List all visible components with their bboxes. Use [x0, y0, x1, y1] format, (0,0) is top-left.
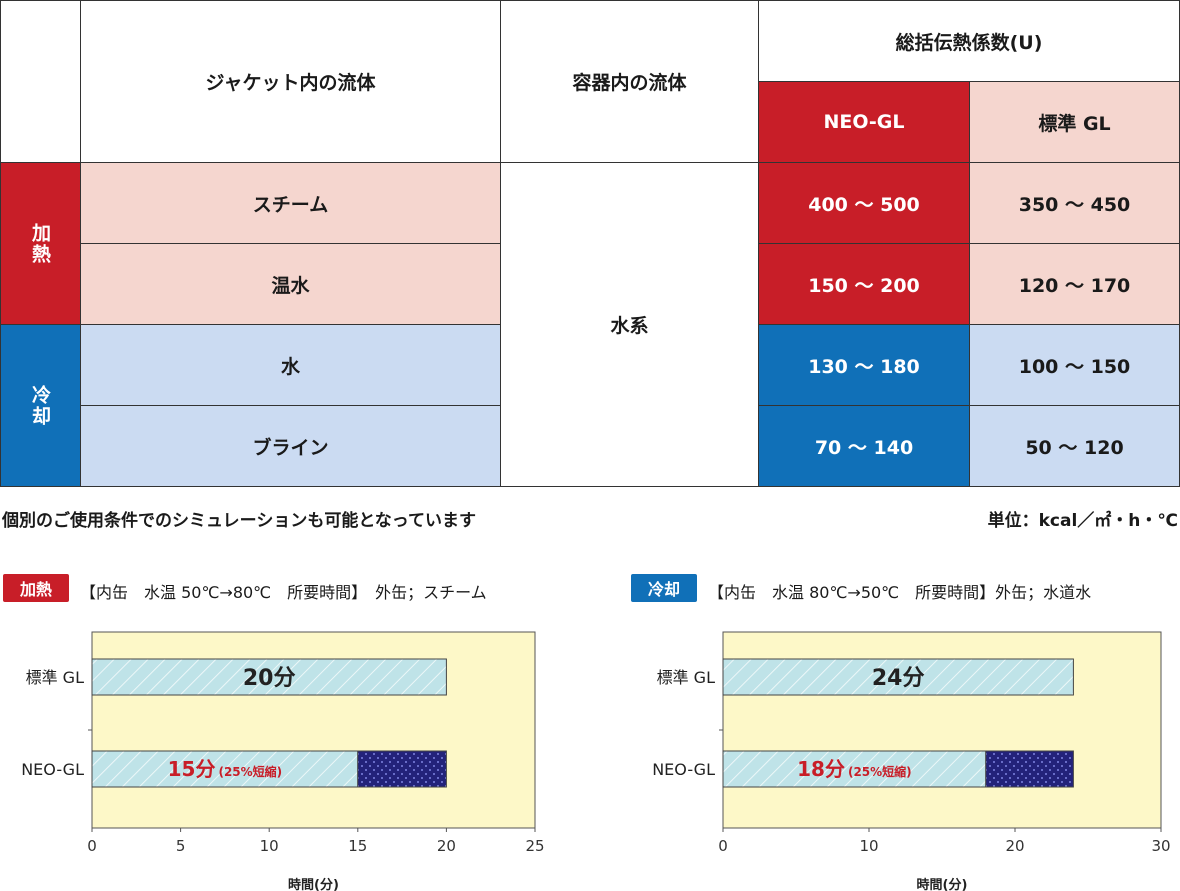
- x-tick-label: 10: [859, 837, 878, 855]
- row-neo-brine: 70 ～ 140: [758, 405, 970, 487]
- bar: [91, 658, 447, 696]
- category-label: 標準 GL: [26, 668, 84, 687]
- header-vessel-fluid: 容器内の流体: [500, 0, 759, 163]
- reduction-bar: [357, 750, 447, 788]
- corner-cell: [0, 0, 81, 163]
- category-label: NEO-GL: [21, 760, 84, 779]
- x-tick-label: 20: [1005, 837, 1024, 855]
- row-neo-steam: 400 ～ 500: [758, 162, 970, 244]
- category-label: 標準 GL: [657, 668, 715, 687]
- bar: [722, 658, 1074, 696]
- group-cooling-label: 冷却: [29, 384, 51, 427]
- data-label: 20分: [243, 666, 296, 691]
- heating-caption: 【内缶 水温 50℃→80℃ 所要時間】 外缶；スチーム: [80, 583, 487, 602]
- row-fluid-water: 水: [80, 324, 501, 406]
- x-axis-label: 時間(分): [288, 877, 339, 891]
- x-tick-label: 10: [260, 837, 279, 855]
- row-neo-water: 130 ～ 180: [758, 324, 970, 406]
- header-jacket-fluid: ジャケット内の流体: [80, 0, 501, 163]
- row-std-water: 100 ～ 150: [969, 324, 1180, 406]
- data-label: 18分 (25%短縮): [797, 757, 912, 781]
- group-heating-label: 加熱: [29, 222, 51, 265]
- heating-badge: 加熱: [3, 574, 69, 602]
- cooling-caption: 【内缶 水温 80℃→50℃ 所要時間】外缶；水道水: [708, 583, 1092, 602]
- header-overall-coefficient: 総括伝熱係数(U): [758, 0, 1180, 82]
- data-label: 15分 (25%短縮): [168, 757, 283, 781]
- data-label: 24分: [872, 666, 925, 691]
- vessel-fluid-value: 水系: [500, 162, 759, 487]
- x-tick-label: 5: [176, 837, 186, 855]
- row-std-steam: 350 ～ 450: [969, 162, 1180, 244]
- row-neo-hot-water: 150 ～ 200: [758, 243, 970, 325]
- x-tick-label: 0: [87, 837, 97, 855]
- x-tick-label: 0: [718, 837, 728, 855]
- row-fluid-brine: ブライン: [80, 405, 501, 487]
- bar: [91, 750, 359, 788]
- group-cooling: 冷却: [0, 324, 81, 487]
- simulation-note: 個別のご使用条件でのシミュレーションも可能となっています: [2, 511, 476, 531]
- x-tick-label: 20: [437, 837, 456, 855]
- row-std-hot-water: 120 ～ 170: [969, 243, 1180, 325]
- unit-note: 単位：kcal／㎡・h・℃: [987, 511, 1178, 531]
- header-std-gl: 標準 GL: [969, 81, 1180, 163]
- reduction-bar: [985, 750, 1074, 788]
- row-std-brine: 50 ～ 120: [969, 405, 1180, 487]
- heating-chart: 標準 GL 20分 NEO-GL 15分 (25%短縮) 0 5 10 15 20 25 時間(分): [21, 631, 545, 891]
- group-heating: 加熱: [0, 162, 81, 325]
- row-fluid-hot-water: 温水: [80, 243, 501, 325]
- cooling-chart: 標準 GL 24分 NEO-GL 18分 (25%短縮) 0 10 20 30 時間(分): [652, 631, 1171, 891]
- cooling-badge: 冷却: [631, 574, 697, 602]
- x-tick-label: 15: [348, 837, 367, 855]
- header-neo-gl: NEO-GL: [758, 81, 970, 163]
- x-tick-label: 25: [525, 837, 544, 855]
- x-tick-label: 30: [1151, 837, 1170, 855]
- row-fluid-steam: スチーム: [80, 162, 501, 244]
- x-axis-label: 時間(分): [917, 877, 968, 891]
- category-label: NEO-GL: [652, 760, 715, 779]
- bar: [722, 750, 987, 788]
